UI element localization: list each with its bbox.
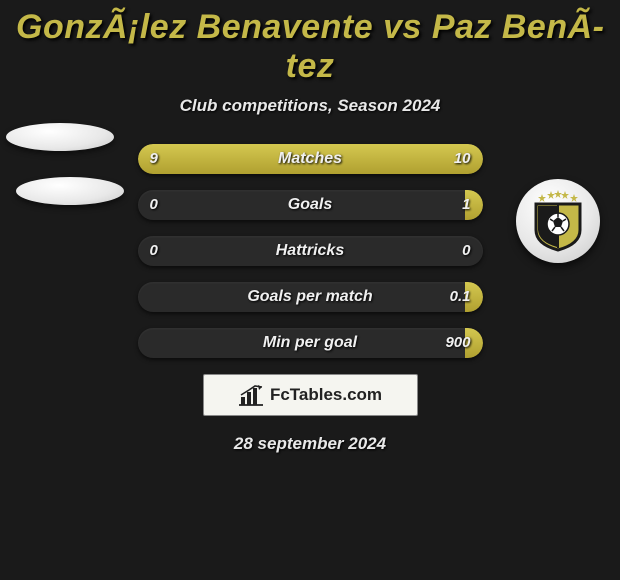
- fctables-logo-box[interactable]: FcTables.com: [203, 374, 418, 416]
- stats-block: 9Matches100Goals10Hattricks0Goals per ma…: [138, 144, 483, 358]
- date-text: 28 september 2024: [0, 434, 620, 454]
- page-title: GonzÃ¡lez Benavente vs Paz BenÃ­tez: [0, 8, 620, 86]
- stat-row: 0Hattricks0: [138, 236, 483, 266]
- player-left-placeholder-2: [16, 177, 124, 205]
- stat-fill-left: [138, 144, 300, 174]
- shield-icon: [530, 190, 586, 252]
- stat-label: Goals: [138, 190, 483, 220]
- stat-fill-right: [465, 328, 482, 358]
- stat-row: Min per goal900: [138, 328, 483, 358]
- stat-label: Hattricks: [138, 236, 483, 266]
- stat-fill-right: [300, 144, 483, 174]
- bar-chart-icon: [238, 384, 264, 406]
- player-left-placeholder-1: [6, 123, 114, 151]
- stat-value-right: 0: [462, 236, 470, 266]
- badge-stars: [538, 190, 578, 202]
- stat-fill-right: [465, 282, 482, 312]
- stat-row: 9Matches10: [138, 144, 483, 174]
- subtitle: Club competitions, Season 2024: [0, 96, 620, 116]
- stat-label: Min per goal: [138, 328, 483, 358]
- stat-label: Goals per match: [138, 282, 483, 312]
- stat-row: 0Goals1: [138, 190, 483, 220]
- club-badge-right: [516, 179, 600, 263]
- stat-value-left: 0: [150, 190, 158, 220]
- stat-value-left: 0: [150, 236, 158, 266]
- logo-text: FcTables.com: [270, 385, 382, 405]
- stat-row: Goals per match0.1: [138, 282, 483, 312]
- stat-fill-right: [465, 190, 482, 220]
